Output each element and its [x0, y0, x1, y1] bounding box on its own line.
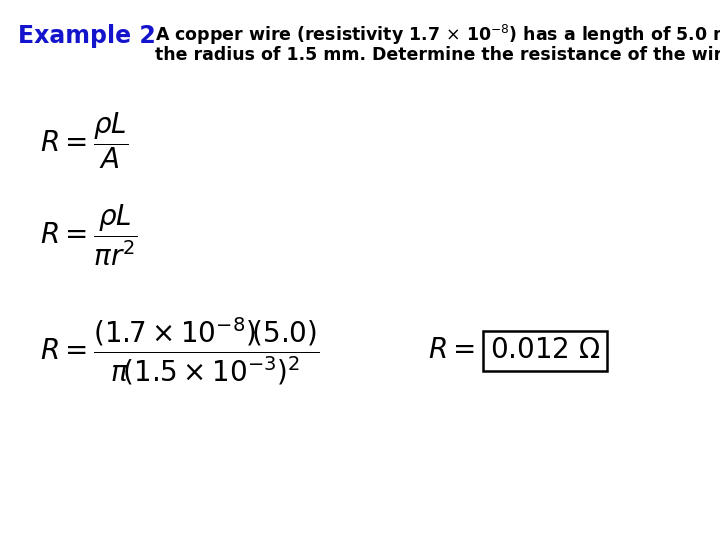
- Text: $R = \dfrac{\rho L}{\pi r^2}$: $R = \dfrac{\rho L}{\pi r^2}$: [40, 202, 138, 268]
- Text: $0.012\ \Omega$: $0.012\ \Omega$: [490, 338, 600, 364]
- Text: $R = $: $R = $: [428, 338, 475, 364]
- Text: the radius of 1.5 mm. Determine the resistance of the wire.: the radius of 1.5 mm. Determine the resi…: [155, 46, 720, 64]
- Text: A copper wire (resistivity 1.7 $\times$ 10$^{-8}$) has a length of 5.0 m and: A copper wire (resistivity 1.7 $\times$ …: [155, 23, 720, 47]
- Text: $R = \dfrac{\rho L}{A}$: $R = \dfrac{\rho L}{A}$: [40, 110, 128, 171]
- Text: $R = \dfrac{\left(1.7 \times 10^{-8}\right)\!\left(5.0\right)}{\pi\!\left(1.5 \t: $R = \dfrac{\left(1.7 \times 10^{-8}\rig…: [40, 315, 319, 387]
- Text: Example 2: Example 2: [18, 24, 156, 48]
